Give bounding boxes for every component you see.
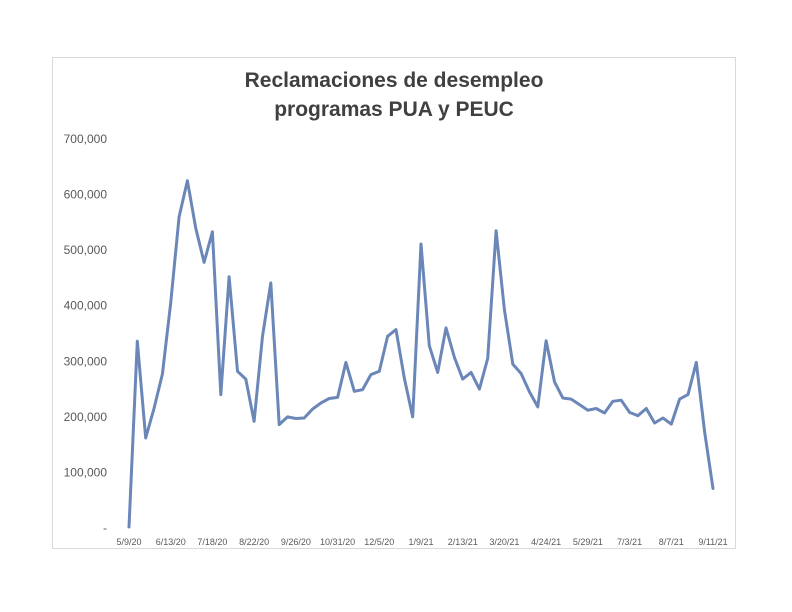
x-tick-label: 5/29/21 bbox=[573, 537, 603, 547]
x-tick-label: 6/13/20 bbox=[156, 537, 186, 547]
x-tick-label: 12/5/20 bbox=[364, 537, 394, 547]
x-tick-label: 7/18/20 bbox=[197, 537, 227, 547]
chart-title: Reclamaciones de desempleo programas PUA… bbox=[52, 66, 736, 124]
x-tick-label: 9/26/20 bbox=[281, 537, 311, 547]
x-tick-label: 9/11/21 bbox=[698, 537, 727, 547]
chart-title-line-2: programas PUA y PEUC bbox=[274, 98, 514, 121]
y-tick-label: - bbox=[103, 521, 107, 535]
x-tick-label: 1/9/21 bbox=[408, 537, 433, 547]
x-tick-label: 5/9/20 bbox=[116, 537, 141, 547]
chart-area bbox=[52, 57, 736, 549]
y-tick-label: 500,000 bbox=[64, 243, 108, 257]
chart-title-line-1: Reclamaciones de desempleo bbox=[244, 69, 544, 92]
y-tick-label: 700,000 bbox=[64, 132, 108, 146]
y-tick-label: 600,000 bbox=[64, 188, 108, 202]
x-tick-label: 8/22/20 bbox=[239, 537, 269, 547]
y-tick-label: 200,000 bbox=[64, 410, 108, 424]
series-line bbox=[127, 179, 715, 529]
x-tick-label: 4/24/21 bbox=[531, 537, 561, 547]
x-tick-label: 8/7/21 bbox=[659, 537, 684, 547]
x-tick-label: 7/3/21 bbox=[617, 537, 642, 547]
x-tick-label: 2/13/21 bbox=[448, 537, 478, 547]
y-tick-label: 400,000 bbox=[64, 299, 108, 313]
x-tick-label: 10/31/20 bbox=[320, 537, 355, 547]
y-tick-label: 100,000 bbox=[64, 465, 108, 479]
y-tick-label: 300,000 bbox=[64, 354, 108, 368]
x-tick-label: 3/20/21 bbox=[489, 537, 519, 547]
